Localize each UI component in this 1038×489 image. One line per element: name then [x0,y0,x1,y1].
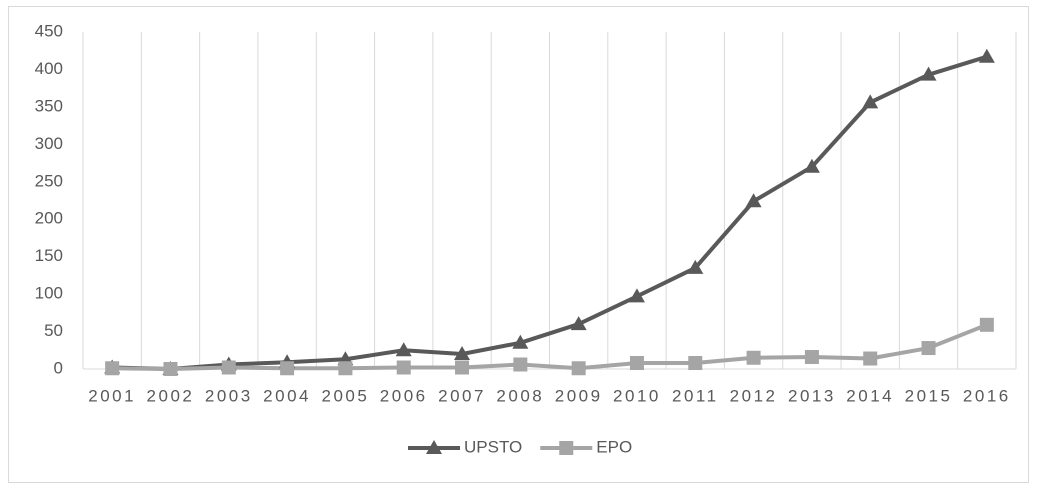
point-marker [163,362,178,376]
x-tick-label: 2005 [321,386,369,405]
x-tick-label: 2009 [555,386,603,405]
point-marker [978,48,995,63]
x-tick-label: 2016 [963,386,1011,405]
x-tick-label: 2014 [846,386,894,405]
y-tick-label: 400 [35,59,63,78]
x-tick-label: 2001 [88,386,136,405]
point-marker [221,360,236,375]
y-tick-label: 0 [54,358,63,377]
point-marker [745,193,762,208]
point-marker [863,351,878,366]
point-marker [803,158,820,173]
x-tick-label: 2011 [672,386,719,405]
point-marker [513,357,528,372]
y-tick-label: 350 [35,96,63,115]
point-marker [454,346,471,361]
point-marker [280,361,295,376]
x-tick-label: 2004 [263,386,311,405]
legend-label: EPO [596,437,632,456]
point-marker [862,94,879,109]
x-tick-label: 2015 [905,386,953,405]
y-tick-label: 50 [44,321,63,340]
x-tick-label: 2006 [380,386,428,405]
x-tick-label: 2013 [788,386,836,405]
x-tick-label: 2010 [613,386,661,405]
legend-marker [426,440,442,454]
point-marker [570,316,587,331]
point-marker [688,356,703,371]
point-marker [455,360,470,375]
x-tick-label: 2003 [205,386,253,405]
point-marker [628,288,645,303]
legend-marker [559,441,574,455]
x-tick-label: 2007 [438,386,486,405]
point-marker [396,360,411,375]
chart-border [8,6,1029,483]
point-marker [105,361,120,376]
point-marker [979,317,994,332]
series-line [112,54,988,371]
y-tick-label: 100 [35,284,63,303]
y-tick-label: 150 [35,246,63,265]
point-marker [395,342,412,357]
point-marker [746,350,761,365]
point-marker [571,361,586,376]
legend-label: UPSTO [464,437,522,456]
x-tick-label: 2002 [147,386,195,405]
point-marker [629,356,644,371]
x-tick-label: 2012 [730,386,778,405]
point-marker [921,341,936,356]
point-marker [687,259,704,274]
point-marker [804,350,819,365]
y-tick-label: 300 [35,134,63,153]
point-marker [338,361,353,376]
series-line [112,322,988,371]
point-marker [512,334,529,349]
y-tick-label: 450 [35,21,63,40]
y-tick-label: 250 [35,171,63,190]
point-marker [920,66,937,81]
y-tick-label: 200 [35,209,63,228]
x-tick-label: 2008 [496,386,544,405]
